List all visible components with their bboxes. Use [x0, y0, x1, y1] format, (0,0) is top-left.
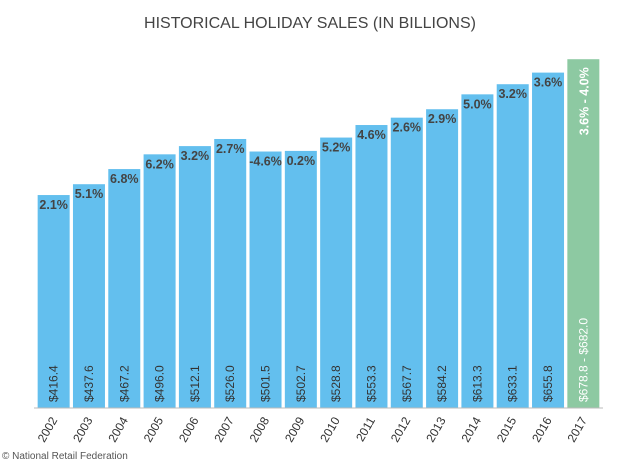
x-tick-label: 2011 — [353, 414, 378, 444]
growth-label: 5.0% — [463, 97, 492, 111]
value-label: $437.6 — [82, 365, 96, 402]
value-label: $553.3 — [364, 365, 378, 402]
x-tick-label: 2012 — [388, 414, 414, 444]
chart-title: HISTORICAL HOLIDAY SALES (IN BILLIONS) — [144, 15, 476, 32]
forecast-growth-label: 3.6% - 4.0% — [577, 67, 591, 135]
growth-label: 6.2% — [145, 157, 174, 171]
value-label: $655.8 — [541, 365, 555, 402]
growth-label: 2.6% — [393, 121, 422, 135]
value-label: $416.4 — [47, 365, 61, 402]
bar — [461, 94, 494, 409]
x-tick-label: 2002 — [35, 414, 61, 444]
bar — [390, 117, 423, 409]
source: © National Retail Federation — [2, 451, 128, 462]
bar — [532, 72, 565, 409]
growth-label: 3.2% — [498, 87, 527, 101]
growth-label: 3.2% — [181, 149, 210, 163]
x-tick-label: 2006 — [176, 414, 202, 444]
bar — [249, 151, 282, 409]
growth-label: 5.1% — [75, 187, 104, 201]
x-tick-label: 2015 — [494, 414, 520, 444]
growth-label: 5.2% — [322, 141, 351, 155]
bar — [284, 150, 317, 409]
forecast-value-label: $678.8 - $682.0 — [576, 318, 590, 402]
x-tick-label: 2005 — [141, 414, 167, 444]
bar — [178, 146, 211, 409]
value-label: $467.2 — [117, 365, 131, 402]
bar — [143, 154, 176, 408]
growth-label: 2.9% — [428, 112, 457, 126]
bar — [320, 137, 353, 408]
growth-label: 4.6% — [357, 128, 386, 142]
growth-label: 2.1% — [39, 198, 68, 212]
x-tick-label: 2003 — [70, 414, 96, 444]
value-label: $512.1 — [188, 365, 202, 402]
bar — [355, 125, 388, 408]
x-tick-label: 2017 — [564, 414, 590, 444]
growth-label: -4.6% — [249, 155, 282, 169]
bar — [72, 184, 105, 408]
bar — [567, 59, 600, 408]
x-tick-label: 2014 — [459, 414, 485, 444]
value-label: $501.5 — [259, 365, 273, 402]
x-tick-label: 2009 — [282, 414, 308, 444]
growth-label: 0.2% — [287, 154, 316, 168]
growth-label: 2.7% — [216, 142, 245, 156]
value-label: $567.7 — [400, 365, 414, 402]
bar — [496, 84, 529, 408]
x-tick-label: 2016 — [529, 414, 555, 444]
x-tick-label: 2013 — [423, 414, 449, 444]
value-label: $496.0 — [153, 365, 167, 402]
value-label: $528.8 — [329, 365, 343, 402]
bar — [214, 138, 247, 408]
value-label: $502.7 — [294, 365, 308, 402]
bar — [37, 195, 70, 408]
value-label: $633.1 — [506, 365, 520, 402]
bar — [426, 109, 459, 409]
x-tick-label: 2008 — [247, 414, 273, 444]
x-tick-label: 2010 — [317, 414, 343, 444]
bar — [108, 169, 141, 408]
x-tick-label: 2007 — [211, 414, 237, 444]
x-tick-label: 2004 — [105, 414, 131, 444]
value-label: $584.2 — [435, 365, 449, 402]
value-label: $526.0 — [223, 365, 237, 402]
growth-label: 6.8% — [110, 172, 139, 186]
value-label: $613.3 — [470, 365, 484, 402]
growth-label: 3.6% — [534, 76, 563, 90]
